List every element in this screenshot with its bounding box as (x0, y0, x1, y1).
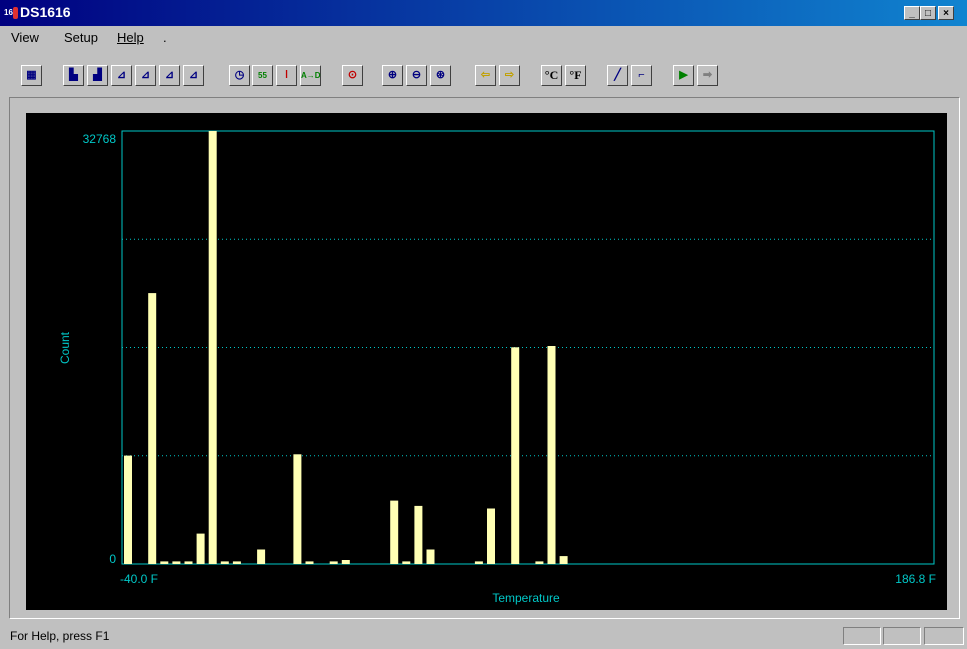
menu-view[interactable]: View (11, 30, 39, 45)
histogram-bar (220, 561, 229, 564)
status-help-text: For Help, press F1 (10, 629, 110, 643)
line-icon[interactable]: ╱ (607, 65, 628, 86)
status-bar: For Help, press F1 (0, 622, 967, 649)
menu-setup[interactable]: Setup (64, 30, 98, 45)
x-axis-title: Temperature (492, 591, 560, 605)
ad-convert-icon[interactable]: A→D (300, 65, 321, 86)
fahrenheit-button[interactable]: °F (565, 65, 586, 86)
histogram-bar (341, 560, 350, 564)
histogram-bar (124, 455, 132, 564)
title-bar: 16 DS1616 _ □ × (0, 0, 967, 26)
minimize-button[interactable]: _ (904, 6, 920, 20)
histogram-bar (547, 346, 556, 564)
histogram-bar (172, 561, 181, 564)
window-title: DS1616 (20, 4, 71, 20)
graph-2-icon[interactable]: ⊿ (135, 65, 156, 86)
histogram-bar (148, 293, 157, 564)
histogram-bar (559, 556, 568, 564)
thermometer-icon[interactable]: ǀ (276, 65, 297, 86)
bars (124, 131, 568, 564)
zoom-out-icon[interactable]: ⊖ (406, 65, 427, 86)
plot-frame (121, 130, 935, 565)
histogram-bar (305, 561, 314, 564)
histogram-bar (426, 549, 435, 564)
y-min-label: 0 (109, 552, 116, 566)
histogram-icon[interactable]: ▙ (63, 65, 84, 86)
y-axis-title: Count (58, 331, 72, 364)
status-panel-2 (883, 627, 921, 645)
record-icon[interactable]: ⊙ (342, 65, 363, 86)
histogram-bar (535, 561, 544, 564)
arrow-right-icon[interactable]: ⇨ (499, 65, 520, 86)
histogram-bar (184, 561, 193, 564)
histogram-chart: 32768 0 -40.0 F 186.8 F Temperature Coun… (26, 113, 947, 610)
menu-help[interactable]: Help (117, 30, 144, 45)
toolbar: ▦ ▙ ▟ ⊿ ⊿ ⊿ ⊿ ◷ 55 ǀ A→D ⊙ ⊕ ⊖ ⊛ ⇦ ⇨ °C … (0, 60, 967, 94)
graph-3-icon[interactable]: ⊿ (159, 65, 180, 86)
histogram-bar (160, 561, 169, 564)
chart-svg: 32768 0 -40.0 F 186.8 F Temperature Coun… (58, 130, 936, 605)
celsius-button[interactable]: °C (541, 65, 562, 86)
app-icon: 16 (4, 5, 20, 21)
x-min-label: -40.0 F (120, 572, 158, 586)
histogram-bar (257, 549, 266, 564)
export-icon[interactable]: ▶ (673, 65, 694, 86)
histogram-alt-icon[interactable]: ▟ (87, 65, 108, 86)
zoom-reset-icon[interactable]: ⊛ (430, 65, 451, 86)
histogram-bar (196, 533, 205, 564)
close-button[interactable]: × (938, 6, 954, 20)
status-panel-1 (843, 627, 881, 645)
menu-bar: View Setup Help . (0, 26, 967, 48)
graph-1-icon[interactable]: ⊿ (111, 65, 132, 86)
histogram-bar (208, 131, 217, 564)
grid-lines (122, 238, 934, 457)
histogram-bar (414, 505, 423, 564)
step-icon[interactable]: ⌐ (631, 65, 652, 86)
arrow-left-icon[interactable]: ⇦ (475, 65, 496, 86)
histogram-bar (511, 347, 520, 564)
mission-grid-icon[interactable]: ▦ (21, 65, 42, 86)
histogram-bar (329, 561, 338, 564)
histogram-bar (402, 561, 411, 564)
export-disabled-icon: ➡ (697, 65, 718, 86)
menu-dot[interactable]: . (163, 30, 167, 45)
histogram-bar (293, 454, 302, 564)
x-max-label: 186.8 F (895, 572, 936, 586)
maximize-button[interactable]: □ (920, 6, 936, 20)
y-max-label: 32768 (83, 132, 117, 146)
histogram-bar (487, 508, 495, 564)
zoom-in-icon[interactable]: ⊕ (382, 65, 403, 86)
histogram-bar (232, 561, 241, 564)
status-panel-3 (924, 627, 964, 645)
graph-4-icon[interactable]: ⊿ (183, 65, 204, 86)
alarm-55-icon[interactable]: 55 (252, 65, 273, 86)
clock-icon[interactable]: ◷ (229, 65, 250, 86)
histogram-bar (474, 561, 483, 564)
histogram-bar (390, 500, 399, 564)
